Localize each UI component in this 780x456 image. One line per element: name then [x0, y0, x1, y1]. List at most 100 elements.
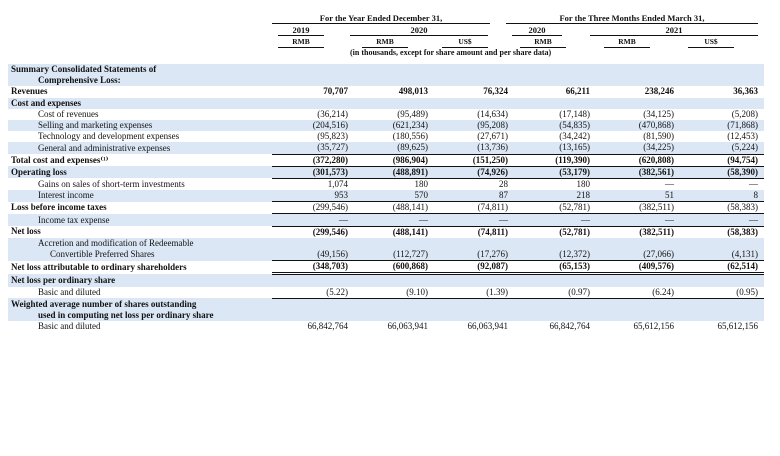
- row-value: 180: [414, 178, 429, 189]
- row-value: [514, 97, 596, 109]
- header-currency-col1: RMB: [278, 37, 324, 48]
- header-year-2019: 2019: [278, 25, 324, 36]
- row-value: (53,179): [514, 166, 596, 179]
- row-value: —: [749, 178, 758, 189]
- row-value: 87: [434, 190, 514, 203]
- row-value: (0.97): [514, 286, 596, 299]
- row-value: [434, 298, 514, 310]
- row-value: (74,811): [477, 226, 508, 237]
- row-value: (74,811): [434, 201, 514, 215]
- header-unit-note: (in thousands, except for share amount a…: [350, 48, 552, 57]
- row-value: 498,013: [398, 86, 428, 97]
- row-value: (34,225): [596, 142, 680, 155]
- row-value: —: [272, 213, 354, 227]
- table-row: Income tax expense — — — — — —: [8, 213, 764, 227]
- row-value: (299,546): [272, 201, 354, 215]
- row-label: Operating loss: [8, 166, 272, 179]
- row-value: (58,383): [680, 201, 764, 215]
- table-row: Net loss attributable to ordinary shareh…: [8, 260, 764, 276]
- header-quarter-2021: 2021: [590, 25, 758, 36]
- row-value: 238,246: [644, 86, 674, 97]
- row-value: (6.24): [596, 286, 680, 299]
- row-value: (5,208): [731, 108, 758, 119]
- row-value: 28: [499, 178, 508, 189]
- table-row: Selling and marketing expenses (204,516)(…: [8, 119, 764, 132]
- statement-table: Summary Consolidated Statements of Compre…: [8, 64, 764, 332]
- row-value: [680, 298, 764, 310]
- table-row: Cost of revenues (36,214) (95,489) (14,634)…: [8, 109, 764, 120]
- row-label: Comprehensive Loss:: [8, 75, 272, 87]
- row-value: [434, 273, 514, 287]
- row-label: Summary Consolidated Statements of: [8, 64, 272, 76]
- row-value: 70,707: [323, 86, 348, 97]
- row-label: Net loss: [11, 226, 41, 237]
- row-value: (12,453): [727, 131, 758, 142]
- row-value: [514, 309, 596, 322]
- row-value: —: [665, 178, 674, 189]
- header-currency-col4: RMB: [520, 37, 566, 48]
- table-row: Net loss per ordinary share: [8, 273, 764, 287]
- row-value: (986,904): [354, 154, 434, 167]
- row-label: Accretion and modification of Redeemable: [8, 237, 272, 249]
- row-value: —: [514, 213, 596, 227]
- row-value: (27,066): [596, 249, 680, 262]
- row-value: (5.22): [272, 286, 354, 299]
- table-row: Revenues 70,707 498,013 76,324 66,211 238,246…: [8, 86, 764, 97]
- row-value: (62,514): [680, 260, 764, 276]
- row-label: Gains on sales of short-term investments: [38, 178, 185, 189]
- header-quarter-period: For the Three Months Ended March 31,: [506, 13, 758, 24]
- row-value: [354, 298, 434, 310]
- table-row: used in computing net loss per ordinary …: [8, 309, 764, 322]
- row-value: (34,125): [643, 108, 674, 119]
- row-value: (58,390): [680, 166, 764, 179]
- row-value: [354, 273, 434, 287]
- table-row: Operating loss (301,573) (488,891) (74,926)…: [8, 166, 764, 179]
- row-label: Net loss per ordinary share: [8, 273, 272, 287]
- row-value: 65,612,156: [717, 321, 759, 332]
- row-value: [272, 273, 354, 287]
- table-row: Interest income 953 570 87 218 51 8: [8, 190, 764, 203]
- row-value: (299,546): [312, 226, 348, 237]
- row-value: (9.10): [354, 286, 434, 299]
- row-value: 570: [354, 190, 434, 203]
- row-value: [272, 97, 354, 109]
- row-value: [596, 273, 680, 287]
- row-value: (35,727): [272, 142, 354, 155]
- row-value: (4,131): [680, 249, 764, 262]
- row-value: [272, 75, 354, 87]
- row-value: 66,063,941: [467, 321, 509, 332]
- row-label: Cost of revenues: [38, 108, 99, 119]
- table-row: Technology and development expenses (95,8…: [8, 131, 764, 142]
- row-value: (151,250): [434, 154, 514, 167]
- row-value: [680, 273, 764, 287]
- row-value: [272, 237, 354, 249]
- row-value: —: [680, 213, 764, 227]
- row-value: (180,556): [392, 131, 428, 142]
- table-row: Cost and expenses: [8, 97, 764, 109]
- row-value: —: [354, 213, 434, 227]
- row-value: (488,141): [392, 226, 428, 237]
- row-value: (301,573): [272, 166, 354, 179]
- row-value: (36,214): [317, 108, 348, 119]
- header-currency-col6: US$: [688, 37, 734, 48]
- row-value: [680, 309, 764, 322]
- row-value: 65,612,156: [633, 321, 675, 332]
- row-value: 8: [680, 190, 764, 203]
- table-row: Comprehensive Loss:: [8, 75, 764, 87]
- header-currency-col3: US$: [442, 37, 488, 48]
- row-value: (52,781): [559, 226, 590, 237]
- header-currency-col2: RMB: [362, 37, 408, 48]
- row-value: [680, 64, 764, 76]
- row-value: 66,063,941: [387, 321, 429, 332]
- row-value: (49,156): [272, 249, 354, 262]
- header-quarter-2020: 2020: [512, 25, 562, 36]
- row-value: [434, 237, 514, 249]
- table-row: Convertible Preferred Shares (49,156) (112…: [8, 249, 764, 262]
- row-value: (119,390): [514, 154, 596, 167]
- row-label: Basic and diluted: [38, 321, 101, 332]
- row-value: (27,671): [477, 131, 508, 142]
- row-label: Total cost and expenses⁽¹⁾: [11, 154, 109, 165]
- row-value: (17,276): [434, 249, 514, 262]
- row-label: used in computing net loss per ordinary …: [8, 309, 272, 322]
